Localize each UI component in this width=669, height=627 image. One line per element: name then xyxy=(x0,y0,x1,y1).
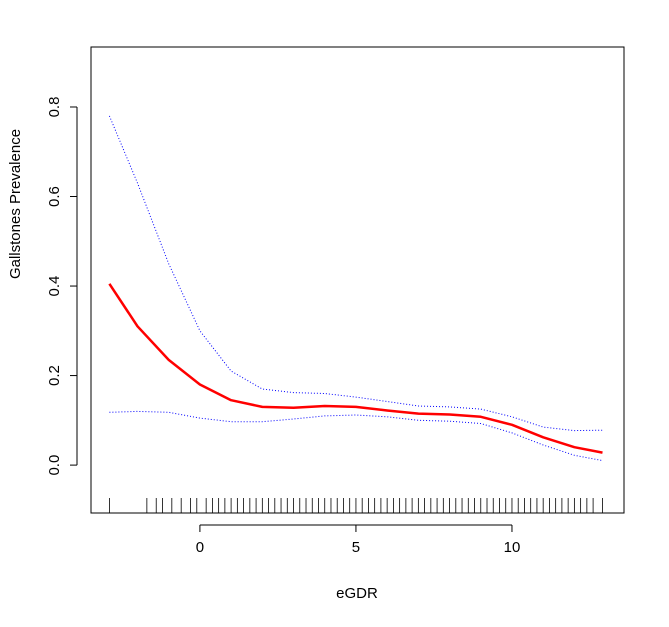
y-tick-label: 0.8 xyxy=(46,97,63,118)
x-tick-label: 5 xyxy=(352,539,360,556)
series-line xyxy=(108,283,603,454)
x-axis-label: eGDR xyxy=(336,585,378,602)
x-tick-label: 0 xyxy=(196,539,204,556)
y-axis-label: Gallstones Prevalence xyxy=(7,129,24,279)
plot-frame xyxy=(90,46,625,514)
series-line xyxy=(109,410,603,462)
x-tick-label: 10 xyxy=(504,539,521,556)
y-tick-label: 0.0 xyxy=(46,455,63,476)
series-line xyxy=(108,115,603,432)
y-tick-label: 0.6 xyxy=(46,186,63,207)
y-tick-label: 0.2 xyxy=(46,365,63,386)
y-tick-label: 0.4 xyxy=(46,276,63,297)
